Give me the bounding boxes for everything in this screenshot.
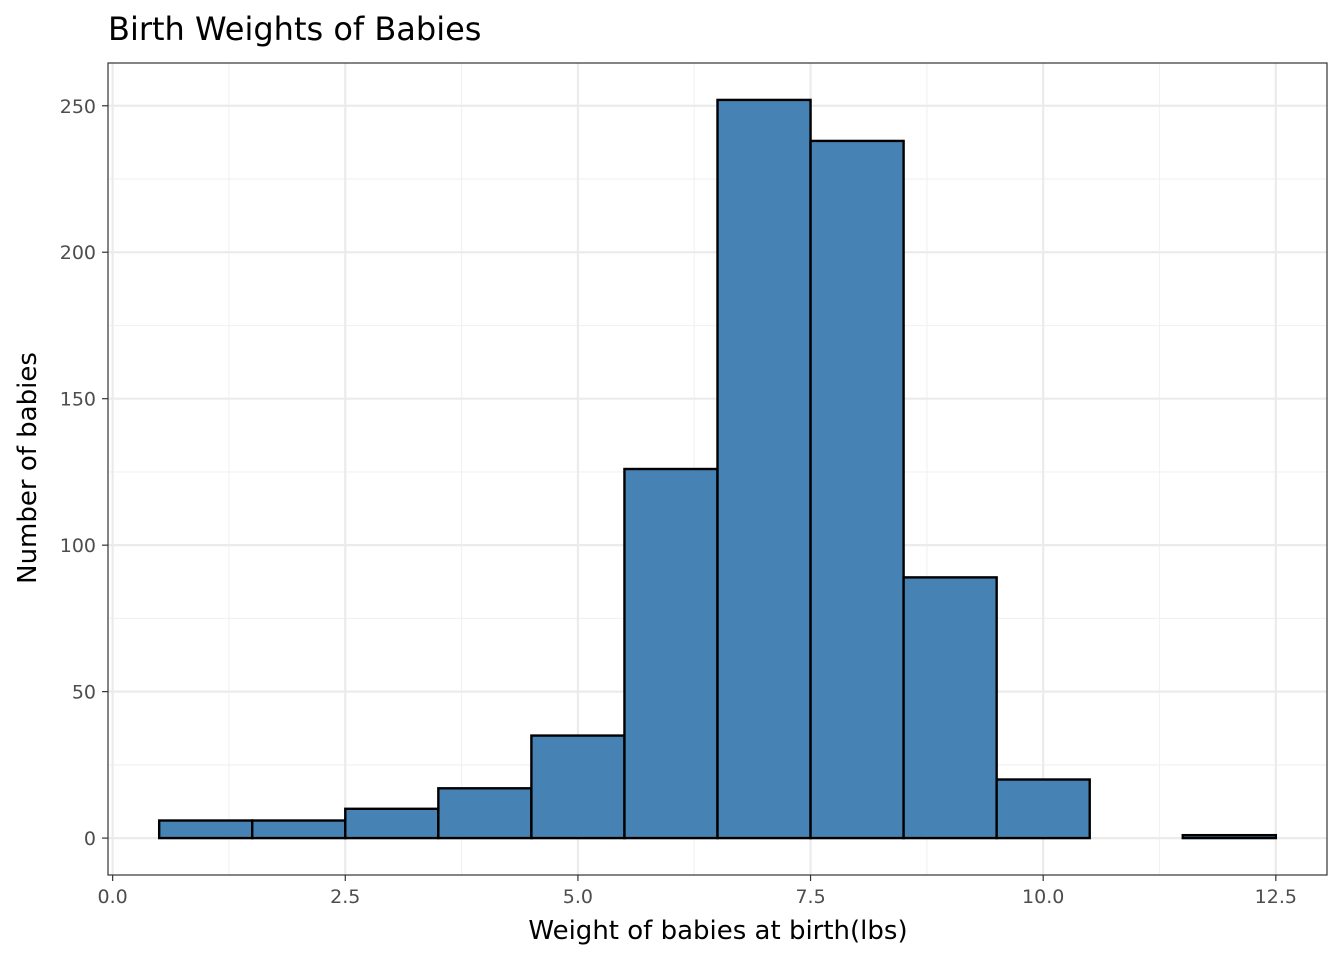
histogram-bar <box>251 819 347 840</box>
plot-panel-border <box>107 62 1328 876</box>
chart-title: Birth Weights of Babies <box>108 10 481 48</box>
y-axis-label: Number of babies <box>13 352 43 584</box>
x-tick-label: 10.0 <box>1022 886 1064 908</box>
y-tick-label: 200 <box>60 242 96 264</box>
histogram-bar <box>623 467 719 840</box>
x-tick-label: 12.5 <box>1255 886 1297 908</box>
histogram-bar <box>902 576 998 840</box>
x-tick-label: 0.0 <box>98 886 128 908</box>
histogram-bar <box>344 807 440 840</box>
histogram-bar <box>716 98 812 840</box>
histogram-bar <box>530 734 626 840</box>
x-tick-label: 2.5 <box>330 886 360 908</box>
x-tick-label: 7.5 <box>795 886 825 908</box>
histogram-bar <box>809 139 905 840</box>
histogram-bar <box>157 819 254 840</box>
histogram-bar <box>995 778 1091 840</box>
histogram-bars <box>157 98 1278 840</box>
histogram-bar <box>1181 833 1278 840</box>
y-axis-ticks: 0 50 100 150 200 250 <box>60 96 108 850</box>
x-axis-label: Weight of babies at birth(lbs) <box>528 916 907 946</box>
y-tick-label: 100 <box>60 535 96 557</box>
y-tick-label: 250 <box>60 96 96 118</box>
x-axis-ticks: 0.0 2.5 5.0 7.5 10.0 12.5 <box>98 875 1297 908</box>
x-tick-label: 5.0 <box>563 886 593 908</box>
histogram-bar <box>437 787 533 840</box>
y-tick-label: 50 <box>72 682 96 704</box>
y-tick-label: 150 <box>60 389 96 411</box>
y-tick-label: 0 <box>84 828 96 850</box>
